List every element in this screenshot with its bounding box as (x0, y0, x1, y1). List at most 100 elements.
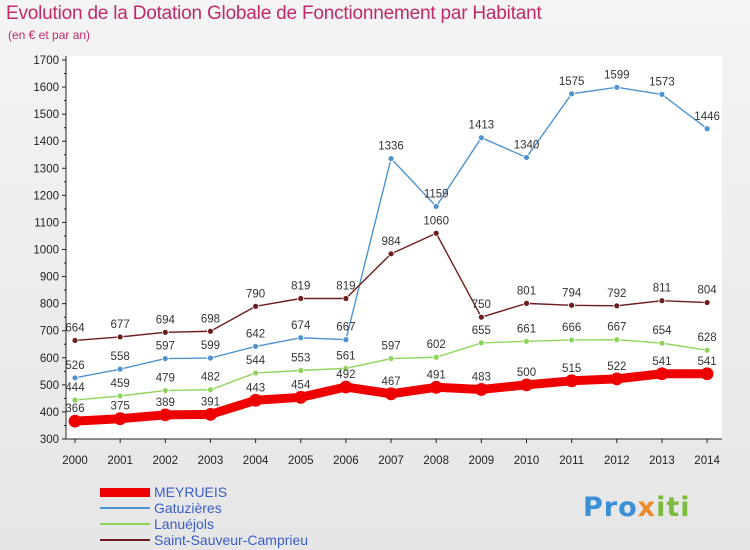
data-point-gatuzi-res (658, 90, 666, 98)
y-tick-label: 1500 (33, 109, 59, 121)
y-tick-label: 400 (40, 407, 59, 419)
data-point-lanu-jols (207, 386, 214, 394)
data-label-meyrueis: 515 (562, 363, 581, 375)
legend-swatch (100, 487, 150, 497)
legend-swatch (100, 507, 150, 509)
data-point-lanu-jols (523, 337, 530, 345)
data-point-lanu-jols (297, 367, 305, 374)
legend-label: Saint-Sauveur-Camprieu (154, 532, 309, 548)
data-point-gatuzi-res (116, 365, 124, 373)
data-point-saint-sauveur-camprieu (161, 328, 169, 336)
data-label-saint-sauveur-camprieu: 790 (246, 288, 265, 300)
data-point-saint-sauveur-camprieu (658, 297, 666, 305)
data-point-meyrueis (384, 387, 398, 401)
data-point-saint-sauveur-camprieu (252, 302, 260, 310)
y-tick-label: 1000 (33, 245, 59, 257)
legend-item: Gatuzières (100, 500, 308, 516)
data-label-meyrueis: 454 (291, 379, 311, 391)
data-point-gatuzi-res (342, 336, 350, 344)
data-label-lanu-jols: 661 (517, 323, 536, 335)
data-point-saint-sauveur-camprieu (523, 299, 530, 307)
data-label-meyrueis: 491 (427, 369, 446, 381)
legend-item: MEYRUEIS (100, 484, 308, 500)
data-label-lanu-jols: 479 (156, 373, 175, 385)
y-tick-label: 900 (40, 272, 59, 284)
data-label-gatuzi-res: 558 (111, 351, 130, 363)
data-point-gatuzi-res (568, 90, 576, 98)
data-label-gatuzi-res: 1159 (424, 188, 449, 200)
chart-subtitle: (en € et par an) (8, 28, 91, 42)
y-tick-label: 1100 (34, 217, 59, 229)
logo-part-x: x (637, 492, 657, 523)
x-tick-label: 2011 (559, 455, 584, 467)
data-label-meyrueis: 500 (517, 367, 536, 379)
data-label-gatuzi-res: 526 (65, 360, 84, 372)
data-point-lanu-jols (252, 369, 260, 377)
chart-title: Evolution de la Dotation Globale de Fonc… (6, 3, 542, 24)
data-point-saint-sauveur-camprieu (207, 327, 214, 335)
data-point-lanu-jols (568, 336, 576, 344)
data-label-lanu-jols: 444 (65, 382, 85, 394)
logo-part-pro: Pro (583, 492, 638, 523)
x-tick-label: 2001 (107, 455, 133, 467)
data-label-gatuzi-res: 1575 (559, 76, 585, 88)
x-tick-label: 2012 (604, 455, 630, 467)
data-label-lanu-jols: 655 (472, 325, 491, 337)
data-point-gatuzi-res (297, 334, 305, 342)
data-label-saint-sauveur-camprieu: 694 (156, 314, 176, 326)
data-point-gatuzi-res (432, 203, 440, 210)
data-label-meyrueis: 483 (472, 371, 491, 383)
legend-swatch (100, 539, 150, 541)
data-point-saint-sauveur-camprieu (568, 301, 576, 309)
data-point-lanu-jols (477, 339, 485, 347)
data-point-gatuzi-res (523, 154, 530, 161)
legend: MEYRUEIS Gatuzières Lanuéjols Saint-Sauveur… (100, 484, 308, 548)
data-label-saint-sauveur-camprieu: 819 (336, 280, 355, 292)
x-tick-label: 2002 (153, 455, 179, 467)
data-point-meyrueis (429, 380, 443, 394)
data-point-saint-sauveur-camprieu (432, 229, 440, 237)
data-point-meyrueis (204, 407, 217, 421)
x-tick-label: 2000 (62, 455, 88, 467)
legend-label: Lanuéjols (154, 516, 214, 532)
data-label-saint-sauveur-camprieu: 698 (201, 313, 220, 325)
data-point-saint-sauveur-camprieu (71, 337, 79, 344)
data-label-gatuzi-res: 674 (291, 320, 311, 332)
data-label-saint-sauveur-camprieu: 811 (653, 283, 671, 295)
data-point-meyrueis (113, 412, 127, 426)
data-label-lanu-jols: 561 (336, 350, 355, 362)
data-point-meyrueis (610, 372, 624, 386)
data-point-meyrueis (565, 374, 579, 388)
data-label-gatuzi-res: 1336 (378, 141, 404, 153)
data-label-gatuzi-res: 1340 (514, 139, 540, 151)
data-point-lanu-jols (116, 392, 124, 400)
data-point-meyrueis (158, 408, 172, 422)
x-tick-label: 2013 (649, 455, 675, 467)
data-point-saint-sauveur-camprieu (342, 295, 350, 302)
data-point-lanu-jols (432, 353, 440, 361)
y-tick-label: 1200 (33, 190, 59, 202)
data-point-meyrueis (520, 378, 533, 392)
data-label-meyrueis: 375 (111, 401, 130, 413)
y-tick-label: 1600 (33, 82, 59, 94)
data-label-saint-sauveur-camprieu: 677 (111, 319, 130, 331)
legend-label: Gatuzières (154, 500, 222, 516)
data-label-saint-sauveur-camprieu: 804 (698, 285, 718, 297)
x-tick-label: 2007 (378, 455, 404, 467)
data-label-meyrueis: 366 (65, 403, 84, 415)
legend-item: Lanuéjols (100, 516, 308, 532)
data-point-meyrueis (339, 380, 353, 394)
data-point-gatuzi-res (703, 125, 711, 133)
data-point-lanu-jols (387, 355, 395, 362)
y-tick-label: 1700 (33, 55, 59, 67)
data-label-gatuzi-res: 1599 (604, 69, 630, 81)
y-tick-label: 300 (40, 434, 59, 446)
data-label-saint-sauveur-camprieu: 794 (562, 287, 582, 299)
y-tick-label: 500 (40, 380, 59, 392)
legend-item: Saint-Sauveur-Camprieu (100, 532, 308, 548)
data-point-gatuzi-res (252, 343, 260, 350)
data-point-gatuzi-res (207, 354, 214, 362)
data-point-meyrueis (474, 383, 488, 396)
data-label-gatuzi-res: 1446 (694, 111, 720, 123)
